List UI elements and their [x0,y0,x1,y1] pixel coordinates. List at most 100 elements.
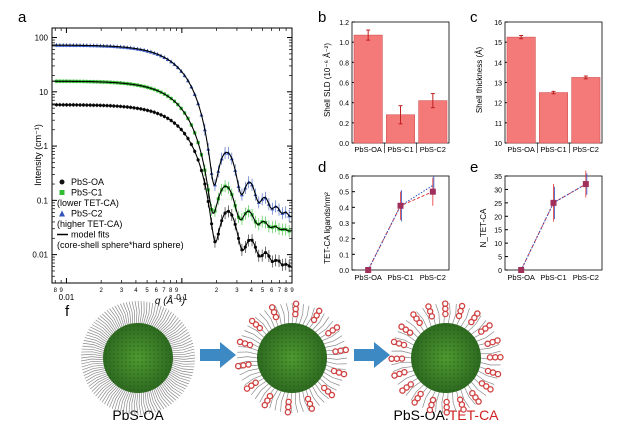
oleate-ligand [410,383,425,401]
panel-a-ytick-label: 10 [39,88,48,97]
oleate-ligand [146,302,154,326]
panel-a-xminor-label: 9 [290,288,294,294]
panel-b-ytick-label: 0.8 [339,60,349,67]
panel-d-xtick-label: PbS-C1 [387,273,413,282]
panel-a-xminor-label: 7 [162,288,166,294]
tet-ca-ring [399,387,406,394]
tet-ca-ring [458,302,466,310]
oleate-ligand [397,374,417,385]
panel-c-bar [571,77,601,144]
oleate-ligand [237,351,259,355]
tet-ca-ring [460,406,467,413]
oleate-ligand [171,364,194,371]
oleate-ligand [125,391,132,414]
nanocrystal-lattice [257,323,327,393]
oleate-ligand [139,301,143,325]
tet-ca-ring [417,390,424,398]
oleate-ligand [239,368,260,376]
oleate-ligand [93,321,112,337]
oleate-ligand [170,340,193,348]
oleate-ligand [325,361,347,365]
oleate-ligand [146,390,154,414]
tet-ca-ring [491,354,499,361]
oleate-ligand [298,391,304,412]
oleate-ligand [154,387,167,408]
oleate-ligand [133,391,137,415]
panel-a-frame [51,27,293,284]
oleate-ligand [166,326,187,340]
oleate-ligand [259,385,273,403]
tet-ca-ring [482,383,490,390]
panel-b-ytick-label: 0.4 [339,101,349,108]
oleate-ligand [397,331,417,342]
panel-b-ytick-label: 1.0 [339,40,349,47]
schematic-label-right-prefix: PbS-OA: [393,407,448,423]
oleate-ligand [169,337,192,347]
panel-a-xminor-label: 3 [235,288,239,294]
oleate-ligand [170,368,193,376]
panel-a-legend-marker [59,179,65,185]
tet-ca-ring [285,403,292,411]
particle-intermediate [234,300,350,416]
oleate-ligand [250,380,267,396]
oleate-ligand [308,387,320,406]
oleate-ligand [148,390,156,413]
panel-e-point [550,199,557,206]
oleate-ligand [111,307,123,328]
tet-ca-ring [320,384,328,392]
tet-ca-ring [486,322,493,329]
tet-ca-ring [411,399,418,406]
panel-b-ytick-label: 1.2 [339,20,349,27]
tet-ca-ring [406,329,414,336]
oleate-ligand [97,381,115,399]
oleate-ligand [87,331,108,343]
tet-ca-ring [261,401,269,409]
oleate-ligand [106,309,120,330]
oleate-ligand [120,390,128,413]
oleate-ligand [447,303,451,325]
oleate-ligand [247,325,265,339]
panel-c-xtick-label: PbS-C2 [573,145,599,154]
panel-a-legend-marker [59,190,65,195]
tet-ca-ring [292,300,300,308]
panel-e-ytick-label: 5 [498,255,502,262]
panel-e-ytick-label: 25 [494,201,502,208]
panel-c-ylabel: Shell thickness (Å) [475,47,484,114]
panel-d-ytick-label: 0.4 [339,205,349,212]
oleate-ligand [161,317,179,335]
oleate-ligand [81,348,105,354]
panel-b-ytick-label: 0.2 [339,121,349,128]
panel-c-xtick-label: PbS-OA [507,145,535,154]
oleate-ligand [138,391,142,415]
oleate-ligand [467,315,482,333]
panel-a-xminor-label: 2 [215,288,219,294]
panel-a-ylabel: Intensity (cm⁻¹) [33,124,43,186]
tet-ca-ring [325,329,332,337]
oleate-ligand [470,320,487,336]
panel-e-xtick-label: PbS-C1 [540,273,566,282]
panel-a-xminor-label: 7 [278,288,282,294]
oleate-ligand [244,330,263,342]
oleate-ligand [259,313,273,331]
tet-ca-ring [414,394,421,402]
oleate-ligand [264,310,276,329]
tet-ca-ring [487,386,494,393]
oleate-ligand [460,388,470,408]
panel-a-xminor-label: 4 [250,288,254,294]
panel-d-ytick-label: 0.5 [339,190,349,197]
oleate-ligand [161,381,179,399]
oleate-ligand [160,315,177,333]
tet-ca-ring [256,324,264,332]
oleate-ligand [149,389,159,412]
panel-d-point [365,267,372,273]
oleate-ligand [141,301,145,325]
tet-ca-ring [478,380,486,387]
oleate-ligand [311,385,325,403]
tet-ca-ring [315,307,323,315]
tet-ca-ring [402,326,410,333]
panel-c-bar [539,92,568,144]
panel-d-line-chart: TET-CA ligands/nm² 0.0 0.1 0.2 0.3 0.4 0.5 0.6… [323,174,450,282]
oleate-ligand [478,343,500,350]
oleate-ligand [131,391,135,415]
oleate-ligand [111,388,123,409]
